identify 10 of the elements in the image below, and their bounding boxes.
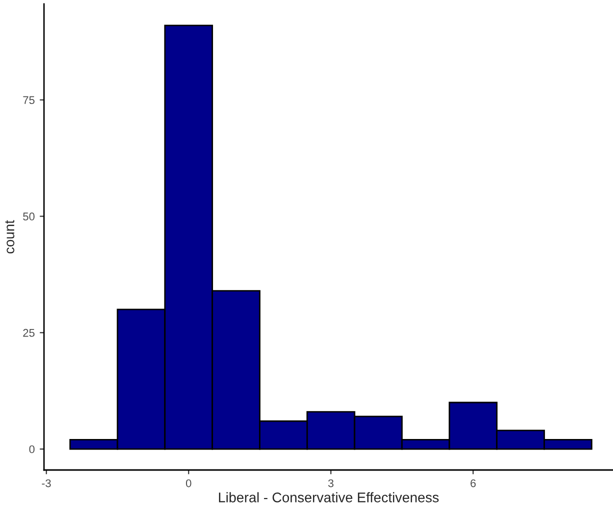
x-tick-label: 6 bbox=[470, 479, 476, 488]
x-tick-label: 0 bbox=[186, 479, 192, 488]
y-tick-label: 0 bbox=[29, 445, 35, 454]
y-tick-label: 50 bbox=[23, 212, 35, 220]
y-tick-label: 75 bbox=[23, 96, 35, 104]
y-tick-label: 25 bbox=[23, 328, 35, 337]
x-tick-label: -3 bbox=[42, 479, 51, 488]
x-axis-title: Liberal - Conservative Effectiveness bbox=[218, 492, 439, 502]
x-tick-label: 3 bbox=[328, 479, 334, 488]
y-axis-title: count bbox=[5, 220, 14, 254]
